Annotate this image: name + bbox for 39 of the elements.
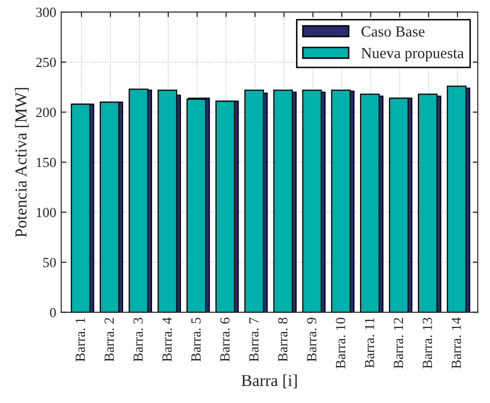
bar: [360, 94, 380, 312]
x-tick-label: Barra. 13: [422, 318, 432, 368]
x-tick-label: Barra. 8: [278, 318, 288, 362]
bar: [388, 98, 409, 312]
y-tick-label: 150: [36, 158, 56, 168]
x-tick-label: Barra. 9: [307, 318, 316, 362]
y-tick-label: 50: [43, 258, 56, 268]
legend-label: Caso Base: [362, 26, 424, 37]
bar: [158, 90, 178, 312]
x-tick-label: Barra. 4: [162, 317, 172, 362]
bar: [302, 90, 322, 312]
bar: [186, 98, 206, 312]
x-tick-label: Barra. 2: [104, 318, 114, 362]
bar: [244, 90, 264, 312]
bar: [446, 86, 466, 312]
y-tick-label: 0: [50, 308, 56, 318]
x-tick-label: Barra. 7: [249, 318, 259, 362]
y-tick-label: 100: [36, 208, 56, 218]
bar: [70, 104, 90, 312]
x-tick-label: Barra. 14: [452, 317, 462, 368]
bar: [331, 90, 351, 312]
bar: [418, 94, 438, 312]
bar: [100, 102, 120, 312]
bar: [273, 90, 293, 312]
x-tick-label: Barra. 3: [133, 318, 143, 362]
y-tick-label: 200: [36, 108, 56, 118]
x-tick-label: Barra. 6: [220, 318, 230, 362]
x-tick-label: Barra. 12: [394, 318, 404, 368]
bar: [215, 100, 236, 312]
y-axis-title: Potencia Activa [MW]: [14, 88, 29, 238]
legend-label: Nueva propuesta: [361, 48, 464, 62]
y-tick-label: 300: [36, 8, 56, 18]
x-axis-title: Barra [i]: [242, 374, 297, 388]
y-tick-label: 250: [36, 58, 56, 68]
x-tick-label: Barra. 11: [364, 318, 374, 368]
x-tick-label: Barra. 10: [336, 318, 346, 368]
x-tick-label: Barra. 5: [191, 318, 201, 362]
bar: [128, 88, 148, 312]
x-tick-label: Barra. 1: [76, 318, 86, 362]
